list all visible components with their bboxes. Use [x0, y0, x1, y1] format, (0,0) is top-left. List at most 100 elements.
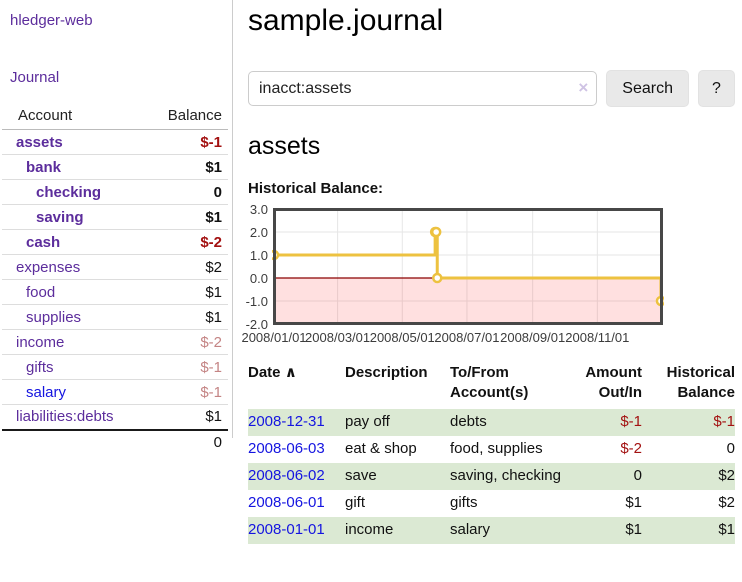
account-link[interactable]: liabilities:debts	[16, 408, 114, 426]
transaction-description: eat & shop	[345, 440, 417, 457]
account-row: bank $1	[2, 154, 228, 180]
transaction-date-link[interactable]: 2008-06-02	[248, 467, 325, 484]
account-link[interactable]: gifts	[26, 358, 54, 376]
posting-account-link[interactable]: supplies	[487, 440, 543, 457]
transaction-amount: 0	[633, 467, 642, 484]
historical-balance-chart: $ 3.02.01.00.0-1.0-2.02008/01/012008/03/…	[241, 203, 664, 347]
account-row: checking 0	[2, 179, 228, 205]
accounts-header-account: Account	[2, 104, 152, 130]
register-header-date[interactable]: Date ∧	[248, 364, 297, 381]
account-link[interactable]: bank	[26, 158, 62, 176]
account-link[interactable]: salary	[26, 383, 67, 401]
sidebar: hledger-web Journal Account Balance asse…	[0, 0, 233, 455]
account-balance: $1	[205, 158, 222, 176]
data-point-marker	[430, 226, 442, 238]
register-header-description: Description	[345, 364, 428, 381]
register-header-accounts: To/From Account(s)	[450, 364, 529, 401]
transaction-accounts: food, supplies	[450, 440, 543, 457]
sidebar-item-journal[interactable]: Journal	[10, 69, 60, 86]
account-link[interactable]: expenses	[16, 258, 81, 276]
transaction-amount: $-2	[620, 440, 642, 457]
account-balance: $2	[205, 258, 222, 276]
account-balance: $1	[205, 208, 222, 226]
account-link[interactable]: supplies	[26, 308, 82, 326]
x-axis-tick-label: 2008/01/01	[241, 330, 307, 345]
account-balance: $-2	[200, 233, 222, 251]
posting-account-link[interactable]: salary	[450, 521, 491, 538]
transaction-amount: $1	[625, 521, 642, 538]
account-row: supplies $1	[2, 304, 228, 330]
app-title-link[interactable]: hledger-web	[10, 12, 93, 29]
account-link[interactable]: food	[26, 283, 56, 301]
account-row: salary $-1	[2, 379, 228, 405]
register-header-balance: Historical Balance	[666, 364, 735, 401]
x-axis-tick-label: 2008/07/01	[434, 330, 500, 345]
account-balance: $-1	[200, 358, 222, 376]
x-axis-tick-label: 2008/05/01	[369, 330, 435, 345]
account-row: assets $-1	[2, 130, 228, 155]
y-axis-tick-label: 0.0	[249, 271, 268, 286]
page-title: sample.journal	[248, 4, 444, 37]
register-row: 2008-06-03 eat & shop food, supplies $-2 0	[248, 436, 735, 463]
account-balance: $-1	[200, 383, 222, 401]
register-row: 2008-06-02 save saving, checking 0 $2	[248, 463, 735, 490]
transaction-accounts: gifts	[450, 490, 562, 517]
transaction-description: gift	[345, 494, 366, 511]
y-axis-tick-label: 2.0	[249, 225, 268, 240]
transaction-amount: $-1	[620, 413, 642, 430]
accounts-header-balance: Balance	[152, 104, 228, 130]
accounts-table: Account Balance assets $-1 bank $1 checking 0…	[2, 104, 228, 455]
account-link[interactable]: assets	[16, 133, 63, 151]
account-heading: assets	[248, 132, 321, 160]
account-link[interactable]: cash	[26, 233, 61, 251]
posting-account-link[interactable]: saving	[450, 467, 494, 484]
account-row: income $-2	[2, 329, 228, 355]
sidebar-divider	[232, 0, 233, 438]
transaction-date-link[interactable]: 2008-12-31	[248, 413, 325, 430]
transaction-accounts: debts	[450, 409, 562, 436]
x-axis-tick-label: 2008/03/01	[305, 330, 371, 345]
account-balance: $1	[205, 283, 222, 301]
transaction-amount: $1	[625, 494, 642, 511]
data-point-marker	[432, 272, 443, 284]
register-header-amount: Amount Out/In	[585, 364, 642, 401]
register-row: 2008-12-31 pay off debts $-1 $-1	[248, 409, 735, 436]
x-axis-tick-label: 2008/09/01	[500, 330, 566, 345]
account-row: gifts $-1	[2, 354, 228, 380]
search-button[interactable]: Search	[606, 70, 689, 107]
register-row: 2008-06-01 gift gifts $1 $2	[248, 490, 735, 517]
search-input[interactable]	[248, 71, 598, 106]
transaction-description: save	[345, 467, 377, 484]
transaction-running-balance: 0	[726, 440, 735, 457]
posting-account-link[interactable]: food	[450, 440, 480, 457]
posting-account-link[interactable]: checking	[501, 467, 561, 484]
y-axis-tick-label: 3.0	[249, 202, 268, 217]
transaction-description: pay off	[345, 413, 390, 430]
transaction-running-balance: $2	[718, 494, 735, 511]
search-form: × Search ?	[248, 70, 735, 107]
clear-search-icon[interactable]: ×	[578, 78, 589, 97]
account-balance: $-2	[200, 333, 222, 351]
transaction-date-link[interactable]: 2008-06-01	[248, 494, 325, 511]
account-link[interactable]: checking	[36, 183, 102, 201]
account-link[interactable]: saving	[36, 208, 84, 226]
posting-account-link[interactable]: gifts	[450, 494, 478, 511]
transaction-running-balance: $1	[718, 521, 735, 538]
posting-account-link[interactable]: debts	[450, 413, 487, 430]
chart-label: Historical Balance:	[248, 180, 384, 197]
account-balance: $-1	[200, 133, 222, 151]
account-balance: 0	[213, 183, 222, 201]
account-row: saving $1	[2, 204, 228, 230]
transaction-date-link[interactable]: 2008-01-01	[248, 521, 325, 538]
account-row: expenses $2	[2, 254, 228, 280]
accounts-total-row: 0	[2, 429, 228, 455]
transaction-date-link[interactable]: 2008-06-03	[248, 440, 325, 457]
account-balance: $1	[205, 308, 222, 326]
help-button[interactable]: ?	[698, 70, 735, 107]
sort-ascending-icon: ∧	[284, 364, 297, 381]
account-link[interactable]: income	[16, 333, 65, 351]
account-balance: $1	[205, 408, 222, 426]
y-axis-tick-label: 1.0	[249, 248, 268, 263]
accounts-total-value: 0	[213, 434, 222, 451]
y-axis-tick-label: -2.0	[245, 317, 268, 332]
